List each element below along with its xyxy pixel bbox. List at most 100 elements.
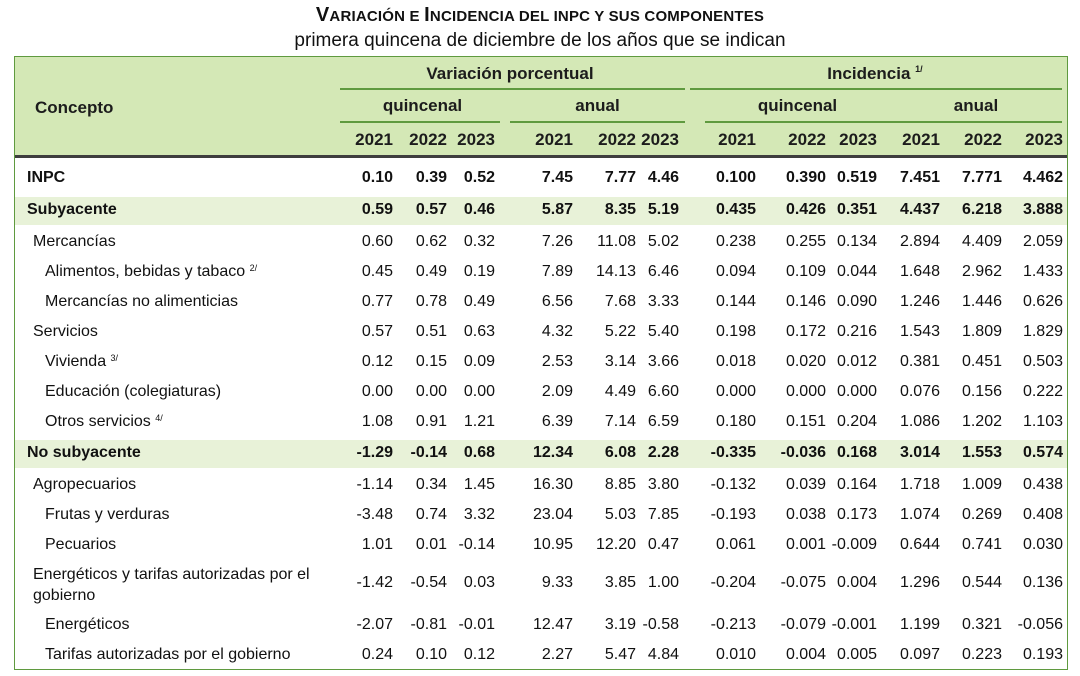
cell-value: 0.136 bbox=[1022, 574, 1063, 591]
row-label: Mercancías bbox=[33, 233, 116, 250]
row-label: Tarifas autorizadas por el gobierno bbox=[45, 646, 291, 663]
cell-value: -1.42 bbox=[356, 574, 393, 591]
cell-value: 0.351 bbox=[836, 201, 877, 218]
cell-value: 0.00 bbox=[361, 383, 393, 400]
cell-value: 0.030 bbox=[1022, 536, 1063, 553]
header-rule bbox=[510, 121, 685, 123]
table-row: No subyacente -1.29 -0.14 0.68 12.34 6.08 2.28… bbox=[15, 438, 1067, 468]
cell-value: -1.29 bbox=[356, 444, 393, 461]
cell-value: 0.63 bbox=[463, 323, 495, 340]
table-row: Educación (colegiaturas) 0.00 0.00 0.00 2.09… bbox=[15, 377, 1067, 407]
cell-value: 3.85 bbox=[604, 574, 636, 591]
header-quincenal-inc: quincenal bbox=[757, 96, 838, 115]
table-row: Pecuarios 1.01 0.01 -0.14 10.95 12.20 0.47 0.06… bbox=[15, 530, 1067, 560]
cell-value: 1.246 bbox=[899, 293, 940, 310]
year-header: 2021 bbox=[718, 130, 756, 149]
cell-value: 7.771 bbox=[961, 169, 1002, 186]
year-header: 2023 bbox=[1025, 130, 1063, 149]
cell-value: 0.68 bbox=[463, 444, 495, 461]
cell-value: 4.409 bbox=[961, 233, 1002, 250]
cell-value: 12.34 bbox=[532, 444, 573, 461]
cell-value: 7.77 bbox=[604, 169, 636, 186]
row-highlight bbox=[15, 197, 1067, 225]
cell-value: -0.036 bbox=[780, 444, 826, 461]
header-rule bbox=[890, 121, 1062, 123]
row-label: Servicios bbox=[33, 323, 98, 340]
cell-value: 0.01 bbox=[415, 536, 447, 553]
cell-value: 3.19 bbox=[604, 616, 636, 633]
row-label: Alimentos, bebidas y tabaco 2/ bbox=[45, 263, 258, 280]
cell-value: -0.54 bbox=[410, 574, 447, 591]
year-header: 2021 bbox=[355, 130, 393, 149]
cell-value: 1.21 bbox=[463, 413, 495, 430]
cell-value: 12.20 bbox=[595, 536, 636, 553]
cell-value: -0.335 bbox=[710, 444, 756, 461]
cell-value: 0.574 bbox=[1022, 444, 1063, 461]
cell-value: 0.005 bbox=[836, 646, 877, 663]
row-label: Otros servicios 4/ bbox=[45, 413, 163, 430]
cell-value: 0.10 bbox=[361, 169, 393, 186]
cell-value: 1.809 bbox=[961, 323, 1002, 340]
cell-value: -2.07 bbox=[356, 616, 393, 633]
cell-value: 0.626 bbox=[1022, 293, 1063, 310]
table-row: Vivienda 3/0.12 0.15 0.09 2.53 3.14 3.66 0.018… bbox=[15, 347, 1067, 377]
cell-value: 0.45 bbox=[361, 263, 393, 280]
cell-value: 8.85 bbox=[604, 476, 636, 493]
cell-value: 0.24 bbox=[361, 646, 393, 663]
cell-value: 4.49 bbox=[604, 383, 636, 400]
cell-value: 2.53 bbox=[541, 353, 573, 370]
footnote-marker: 4/ bbox=[155, 413, 163, 423]
cell-value: 0.503 bbox=[1022, 353, 1063, 370]
cell-value: 0.426 bbox=[785, 201, 826, 218]
cell-value: -0.213 bbox=[710, 616, 756, 633]
cell-value: 0.173 bbox=[836, 506, 877, 523]
cell-value: 0.03 bbox=[463, 574, 495, 591]
cell-value: 7.89 bbox=[541, 263, 573, 280]
cell-value: 0.321 bbox=[961, 616, 1002, 633]
header-variacion-porcentual: Variación porcentual bbox=[426, 64, 594, 83]
cell-value: 3.80 bbox=[647, 476, 679, 493]
cell-value: 9.33 bbox=[541, 574, 573, 591]
year-header: 2023 bbox=[641, 130, 679, 149]
header-divider bbox=[15, 155, 1067, 158]
cell-value: 4.46 bbox=[647, 169, 679, 186]
table-row: Alimentos, bebidas y tabaco 2/0.45 0.49 0.… bbox=[15, 257, 1067, 287]
year-header: 2021 bbox=[535, 130, 573, 149]
cell-value: 0.46 bbox=[463, 201, 495, 218]
cell-value: 0.91 bbox=[415, 413, 447, 430]
cell-value: -0.01 bbox=[458, 616, 495, 633]
cell-value: 0.47 bbox=[647, 536, 679, 553]
cell-value: 0.77 bbox=[361, 293, 393, 310]
cell-value: 0.172 bbox=[785, 323, 826, 340]
cell-value: 5.47 bbox=[604, 646, 636, 663]
cell-value: 0.381 bbox=[899, 353, 940, 370]
cell-value: 1.086 bbox=[899, 413, 940, 430]
cell-value: 2.962 bbox=[961, 263, 1002, 280]
cell-value: 0.255 bbox=[785, 233, 826, 250]
cell-value: 7.45 bbox=[541, 169, 573, 186]
cell-value: 0.60 bbox=[361, 233, 393, 250]
cell-value: 0.238 bbox=[715, 233, 756, 250]
header-anual-var: anual bbox=[575, 96, 620, 115]
table-header bbox=[15, 57, 1067, 155]
footnote-marker: 3/ bbox=[110, 353, 119, 363]
cell-value: 0.109 bbox=[785, 263, 826, 280]
cell-value: -0.079 bbox=[780, 616, 826, 633]
cell-value: 0.741 bbox=[961, 536, 1002, 553]
cell-value: 0.044 bbox=[836, 263, 877, 280]
cell-value: -0.132 bbox=[710, 476, 756, 493]
row-label: Vivienda 3/ bbox=[45, 353, 119, 370]
cell-value: -0.009 bbox=[831, 536, 877, 553]
footnote-marker: 2/ bbox=[249, 263, 258, 273]
cell-value: 7.14 bbox=[604, 413, 636, 430]
cell-value: 1.543 bbox=[899, 323, 940, 340]
cell-value: 3.33 bbox=[647, 293, 679, 310]
cell-value: 6.08 bbox=[604, 444, 636, 461]
cell-value: 0.076 bbox=[899, 383, 940, 400]
cell-value: -0.81 bbox=[410, 616, 447, 633]
cell-value: 0.32 bbox=[463, 233, 495, 250]
cell-value: 3.014 bbox=[899, 444, 940, 461]
table-row: Energéticos y tarifas autorizadas por el… bbox=[15, 560, 1067, 610]
cell-value: 0.59 bbox=[361, 201, 393, 218]
cell-value: 0.134 bbox=[836, 233, 877, 250]
